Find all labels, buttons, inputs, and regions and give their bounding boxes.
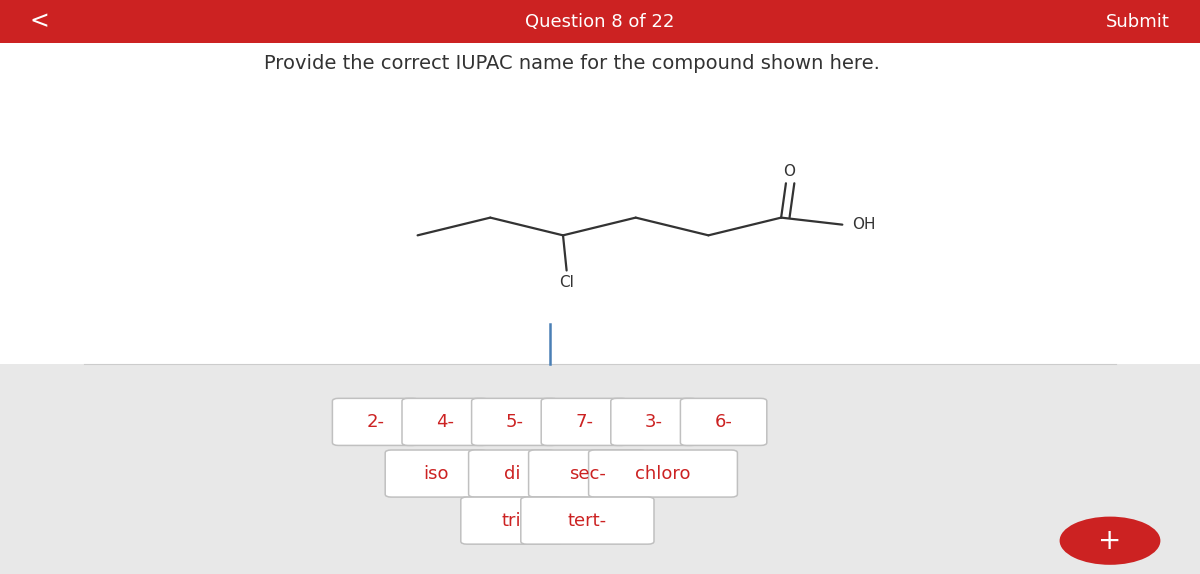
- FancyBboxPatch shape: [521, 497, 654, 544]
- Text: 4-: 4-: [437, 413, 454, 431]
- Text: <: <: [30, 10, 50, 33]
- FancyBboxPatch shape: [472, 398, 558, 445]
- Text: 7-: 7-: [576, 413, 593, 431]
- FancyBboxPatch shape: [402, 398, 488, 445]
- Text: sec-: sec-: [569, 464, 606, 483]
- FancyBboxPatch shape: [385, 450, 487, 497]
- FancyBboxPatch shape: [0, 364, 1200, 574]
- FancyBboxPatch shape: [541, 398, 628, 445]
- FancyBboxPatch shape: [680, 398, 767, 445]
- FancyBboxPatch shape: [0, 0, 1200, 43]
- Text: tri: tri: [502, 511, 522, 530]
- Text: 2-: 2-: [367, 413, 385, 431]
- FancyBboxPatch shape: [611, 398, 697, 445]
- Text: O: O: [784, 164, 796, 179]
- FancyBboxPatch shape: [469, 450, 556, 497]
- FancyBboxPatch shape: [529, 450, 647, 497]
- Text: 5-: 5-: [506, 413, 523, 431]
- Text: +: +: [1098, 527, 1122, 554]
- Text: iso: iso: [424, 464, 449, 483]
- Text: OH: OH: [852, 217, 876, 232]
- Circle shape: [1060, 517, 1160, 565]
- Text: Submit: Submit: [1106, 13, 1170, 30]
- Text: 3-: 3-: [646, 413, 662, 431]
- Text: chloro: chloro: [635, 464, 691, 483]
- Text: Question 8 of 22: Question 8 of 22: [526, 13, 674, 30]
- FancyBboxPatch shape: [461, 497, 563, 544]
- FancyBboxPatch shape: [589, 450, 737, 497]
- Text: Cl: Cl: [559, 275, 574, 290]
- Text: 6-: 6-: [715, 413, 732, 431]
- Text: Provide the correct IUPAC name for the compound shown here.: Provide the correct IUPAC name for the c…: [264, 53, 880, 73]
- Text: tert-: tert-: [568, 511, 607, 530]
- Text: di: di: [504, 464, 520, 483]
- FancyBboxPatch shape: [332, 398, 419, 445]
